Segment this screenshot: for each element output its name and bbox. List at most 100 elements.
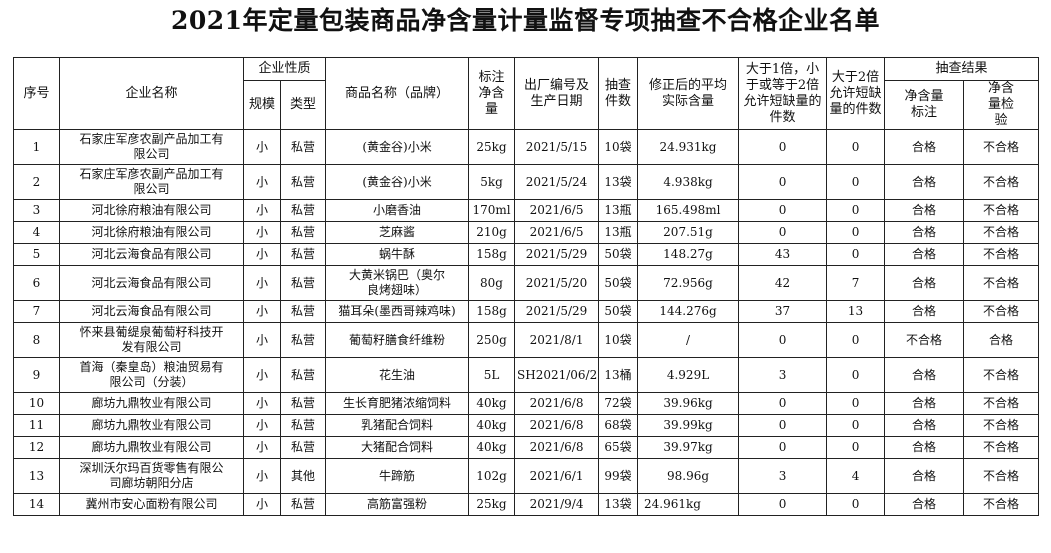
cell-product: 葡萄籽膳食纤维粉 — [325, 322, 470, 358]
cell-net: 40kg — [468, 392, 516, 415]
cell-avg: 148.27g — [637, 243, 740, 266]
cell-net: 210g — [468, 221, 516, 244]
cell-label: 合格 — [884, 221, 965, 244]
cell-company: 河北云海食品有限公司 — [59, 265, 244, 301]
cell-gt1: 0 — [738, 414, 828, 437]
table-row: 1 石家庄军彦农副产品加工有限公司小私营 (黄金谷)小米 25kg 2021/5/15 1… — [13, 129, 1040, 165]
cell-label: 不合格 — [884, 322, 965, 358]
cell-seq: 10 — [13, 392, 60, 415]
header-gt2: 大于2倍允许短缺量的件数 — [826, 57, 886, 130]
cell-gt2: 0 — [826, 221, 886, 244]
cell-gt1: 42 — [738, 265, 828, 301]
cell-product: 花生油 — [325, 357, 470, 393]
cell-avg: 4.929L — [637, 357, 740, 393]
header-scale: 规模 — [243, 80, 281, 130]
cell-gt2: 0 — [826, 129, 886, 165]
cell-gt2: 7 — [826, 265, 886, 301]
cell-date: 2021/5/29 — [514, 300, 600, 323]
cell-check: 不合格 — [963, 458, 1040, 494]
cell-company: 河北云海食品有限公司 — [59, 243, 244, 266]
cell-label: 合格 — [884, 392, 965, 415]
cell-avg: 24.931kg — [637, 129, 740, 165]
cell-company: 深圳沃尔玛百货零售有限公司廊坊朝阳分店 — [59, 458, 244, 494]
cell-avg: 39.99kg — [637, 414, 740, 437]
cell-type: 私营 — [279, 243, 327, 266]
cell-label: 合格 — [884, 414, 965, 437]
cell-net: 158g — [468, 300, 516, 323]
header-batch-date: 出厂编号及生产日期 — [514, 57, 600, 130]
cell-label: 合格 — [884, 265, 965, 301]
page-title: 2021年定量包装商品净含量计量监督专项抽查不合格企业名单 — [170, 6, 881, 35]
cell-type: 私营 — [279, 164, 327, 200]
cell-check: 不合格 — [963, 436, 1040, 459]
cell-company: 廊坊九鼎牧业有限公司 — [59, 414, 244, 437]
cell-avg: 98.96g — [637, 458, 740, 494]
cell-seq: 11 — [13, 414, 60, 437]
cell-gt1: 0 — [738, 322, 828, 358]
cell-avg: 207.51g — [637, 221, 740, 244]
header-result: 抽查结果 — [884, 57, 1040, 81]
cell-label: 合格 — [884, 164, 965, 200]
table-row: 8 怀来县葡缇泉葡萄籽科技开发有限公司小私营 葡萄籽膳食纤维粉 250g 2021/8/… — [13, 322, 1040, 358]
cell-seq: 14 — [13, 493, 60, 516]
cell-gt2: 0 — [826, 243, 886, 266]
cell-gt2: 0 — [826, 493, 886, 516]
cell-gt2: 13 — [826, 300, 886, 323]
cell-gt2: 0 — [826, 199, 886, 222]
cell-count: 13袋 — [598, 164, 639, 200]
cell-net: 5kg — [468, 164, 516, 200]
cell-seq: 7 — [13, 300, 60, 323]
cell-type: 其他 — [279, 458, 327, 494]
header-gt1: 大于1倍，小于或等于2倍允许短缺量的件数 — [738, 57, 828, 130]
cell-date: 2021/5/15 — [514, 129, 600, 165]
cell-company: 廊坊九鼎牧业有限公司 — [59, 392, 244, 415]
cell-check: 不合格 — [963, 164, 1040, 200]
cell-product: 大猪配合饲料 — [325, 436, 470, 459]
cell-seq: 12 — [13, 436, 60, 459]
header-label-result: 净含量标注 — [884, 80, 965, 130]
cell-net: 25kg — [468, 129, 516, 165]
cell-product: (黄金谷)小米 — [325, 129, 470, 165]
cell-count: 72袋 — [598, 392, 639, 415]
cell-seq: 4 — [13, 221, 60, 244]
cell-label: 合格 — [884, 199, 965, 222]
cell-product: 蜗牛酥 — [325, 243, 470, 266]
cell-avg: 72.956g — [637, 265, 740, 301]
cell-scale: 小 — [243, 458, 281, 494]
cell-net: 5L — [468, 357, 516, 393]
cell-gt1: 0 — [738, 436, 828, 459]
cell-scale: 小 — [243, 493, 281, 516]
cell-gt1: 0 — [738, 199, 828, 222]
cell-type: 私营 — [279, 357, 327, 393]
table-row: 7 河北云海食品有限公司小私营 猫耳朵(墨西哥辣鸡味) 158g 2021/5/29 50… — [13, 300, 1040, 323]
cell-label: 合格 — [884, 300, 965, 323]
cell-seq: 2 — [13, 164, 60, 200]
cell-type: 私营 — [279, 265, 327, 301]
cell-gt1: 0 — [738, 164, 828, 200]
cell-avg: 144.276g — [637, 300, 740, 323]
cell-seq: 1 — [13, 129, 60, 165]
cell-date: 2021/6/5 — [514, 221, 600, 244]
cell-net: 250g — [468, 322, 516, 358]
cell-count: 13瓶 — [598, 221, 639, 244]
cell-type: 私营 — [279, 322, 327, 358]
cell-product: 高筋富强粉 — [325, 493, 470, 516]
cell-date: 2021/5/29 — [514, 243, 600, 266]
cell-scale: 小 — [243, 392, 281, 415]
cell-gt2: 0 — [826, 322, 886, 358]
cell-count: 13桶 — [598, 357, 639, 393]
cell-gt2: 0 — [826, 164, 886, 200]
cell-type: 私营 — [279, 221, 327, 244]
header-seq: 序号 — [13, 57, 60, 130]
table-row: 3 河北徐府粮油有限公司小私营 小磨香油 170ml 2021/6/5 13瓶 165.49… — [13, 199, 1040, 222]
table-row: 14 冀州市安心面粉有限公司小私营 高筋富强粉 25kg 2021/9/4 13袋 24.9… — [13, 493, 1040, 516]
cell-avg: 4.938kg — [637, 164, 740, 200]
cell-count: 50袋 — [598, 265, 639, 301]
cell-avg: 165.498ml — [637, 199, 740, 222]
cell-count: 10袋 — [598, 129, 639, 165]
header-nature: 企业性质 — [242, 57, 327, 81]
cell-count: 50袋 — [598, 300, 639, 323]
cell-scale: 小 — [243, 300, 281, 323]
cell-gt1: 0 — [738, 221, 828, 244]
cell-date: 2021/8/1 — [514, 322, 600, 358]
